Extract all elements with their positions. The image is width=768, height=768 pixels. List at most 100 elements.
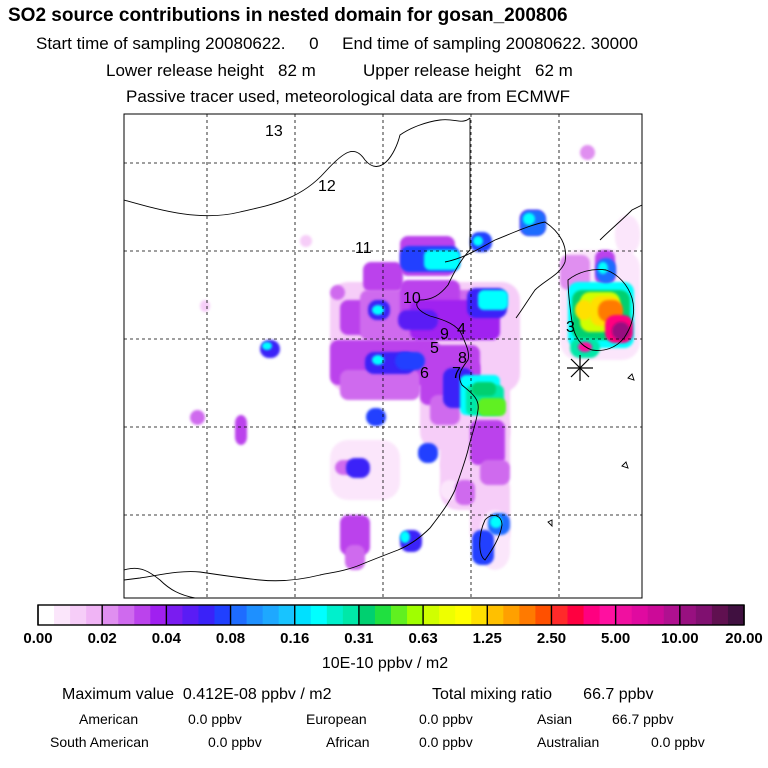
plume-cell xyxy=(418,443,438,463)
colorbar-swatch xyxy=(599,605,617,625)
colorbar-swatch xyxy=(647,605,665,625)
source-value: 0.0 ppbv xyxy=(419,711,473,727)
plume-cell xyxy=(398,310,438,330)
maximum-value: Maximum value 0.412E-08 ppbv / m2 xyxy=(62,686,332,703)
colorbar-swatch xyxy=(118,605,135,625)
colorbar-swatch xyxy=(358,605,376,625)
colorbar-tick-label: 0.00 xyxy=(23,630,53,647)
colorbar-swatch xyxy=(519,605,537,625)
plume-cell xyxy=(612,322,630,340)
colorbar-swatch xyxy=(70,605,87,625)
colorbar-swatch xyxy=(342,605,360,625)
plume-cell xyxy=(346,458,370,478)
region-label: 5 xyxy=(430,340,439,357)
plume-cell xyxy=(366,408,386,426)
plume-cell xyxy=(262,342,272,350)
colorbar-tick-label: 1.25 xyxy=(472,630,502,647)
plume-cell xyxy=(400,531,410,543)
plume-cell xyxy=(345,545,365,570)
colorbar-tick-label: 10.00 xyxy=(661,630,699,647)
colorbar-swatch xyxy=(230,605,248,625)
coastline-path xyxy=(124,118,479,582)
island-path xyxy=(479,514,503,561)
plume-cell xyxy=(395,352,425,370)
colorbar-units: 10E-10 ppbv / m2 xyxy=(321,655,449,672)
colorbar-swatch xyxy=(278,605,296,625)
region-label: 7 xyxy=(452,365,461,382)
region-label: 6 xyxy=(420,365,429,382)
colorbar-swatch xyxy=(326,605,344,625)
colorbar-tick-label: 0.63 xyxy=(408,630,438,647)
colorbar-swatch xyxy=(102,605,119,625)
plume-cell xyxy=(523,213,535,225)
total-mixing-ratio: Total mixing ratio 66.7 ppbv xyxy=(432,686,654,703)
region-label: 4 xyxy=(457,321,466,338)
colorbar-swatch xyxy=(198,605,216,625)
source-name: Australian xyxy=(537,734,600,750)
colorbar-tick-label: 0.08 xyxy=(215,630,246,647)
source-value: 0.0 ppbv xyxy=(188,711,242,727)
colorbar-tick-label: 5.00 xyxy=(601,630,631,647)
colorbar-swatch xyxy=(86,605,103,625)
plume-cell xyxy=(455,480,475,505)
plume-cell xyxy=(478,290,508,310)
plume-cell xyxy=(490,516,502,528)
region-label: 3 xyxy=(566,319,575,336)
plume-cell xyxy=(473,236,483,246)
plume-cell xyxy=(190,410,205,425)
plume-cell xyxy=(372,305,384,315)
region-label: 11 xyxy=(355,240,372,257)
colorbar-swatch xyxy=(423,605,440,625)
colorbar-swatch xyxy=(551,605,569,625)
colorbar-swatch xyxy=(471,605,488,625)
colorbar-swatch xyxy=(679,605,697,625)
source-name: American xyxy=(79,711,139,727)
island-path xyxy=(547,373,635,528)
source-value: 0.0 ppbv xyxy=(208,734,262,750)
colorbar-tick-label: 0.31 xyxy=(344,630,374,647)
plume-cell xyxy=(598,262,608,274)
sampling-times: Start time of sampling 20080622. 0 End t… xyxy=(36,34,638,53)
colorbar-swatch xyxy=(439,605,456,625)
plume-cell xyxy=(300,235,312,247)
colorbar-tick-label: 0.04 xyxy=(151,630,181,647)
colorbar-swatch xyxy=(374,605,392,625)
colorbar-swatch xyxy=(727,605,745,625)
chart-title: SO2 source contributions in nested domai… xyxy=(8,5,568,26)
colorbar-tick-label: 20.00 xyxy=(725,630,763,647)
source-name: African xyxy=(326,734,370,750)
coastline-path xyxy=(124,117,471,217)
plume-cell xyxy=(472,530,494,565)
source-value: 66.7 ppbv xyxy=(612,711,674,727)
colorbar-swatch xyxy=(711,605,729,625)
source-name: South American xyxy=(50,734,149,750)
coastline-path xyxy=(567,269,635,351)
colorbar-swatch xyxy=(503,605,520,625)
colorbar-swatch xyxy=(262,605,280,625)
plume-cell xyxy=(340,515,370,555)
colorbar-tick-label: 2.50 xyxy=(536,630,567,647)
region-label: 9 xyxy=(440,326,449,343)
plume-cell xyxy=(424,250,460,270)
colorbar-swatch xyxy=(567,605,585,625)
plume-cell xyxy=(372,355,384,365)
plume-cell xyxy=(478,398,506,416)
coastline-path xyxy=(599,204,642,241)
region-label: 8 xyxy=(458,350,467,367)
region-label: 13 xyxy=(265,123,283,140)
plume-cell xyxy=(615,215,640,255)
plume-cell xyxy=(235,415,247,445)
plume-cell xyxy=(580,145,595,160)
plume-cell xyxy=(560,255,590,290)
colorbar-swatch xyxy=(310,605,328,625)
tracer-info: Passive tracer used, meteorological data… xyxy=(126,87,571,106)
plume-cell xyxy=(480,460,510,485)
colorbar-tick-label: 0.02 xyxy=(87,630,117,647)
region-label: 12 xyxy=(318,178,336,195)
plume-cell xyxy=(470,420,505,465)
plume-cell xyxy=(340,370,420,400)
source-name: Asian xyxy=(537,711,573,727)
source-value: 0.0 ppbv xyxy=(419,734,473,750)
colorbar-tick-label: 0.16 xyxy=(280,630,310,647)
